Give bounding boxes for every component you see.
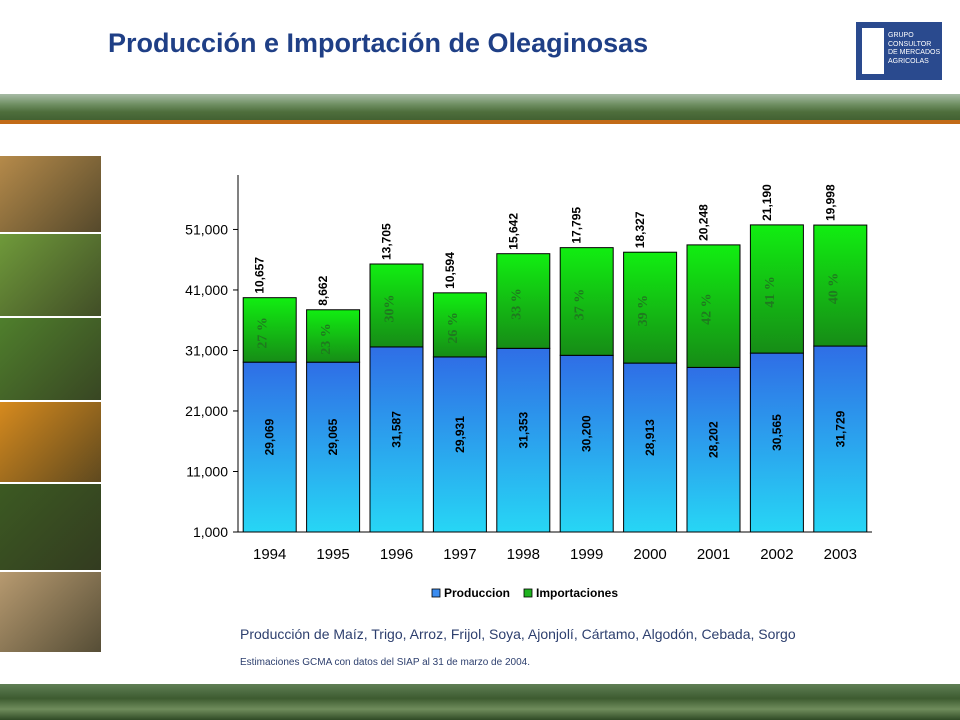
bar-produccion xyxy=(369,346,424,533)
y-tick-label: 41,000 xyxy=(185,282,228,298)
produccion-value-label: 31,353 xyxy=(516,411,530,448)
y-tick-label: 51,000 xyxy=(185,221,228,237)
source-footnote: Estimaciones GCMA con datos del SIAP al … xyxy=(240,657,530,668)
importaciones-value-label: 17,795 xyxy=(570,207,584,244)
banner-divider-line xyxy=(0,120,960,124)
bar-importaciones xyxy=(623,251,678,364)
x-tick-label: 1996 xyxy=(380,546,413,563)
produccion-value-label: 30,565 xyxy=(770,414,784,451)
importaciones-value-label: 18,327 xyxy=(633,211,647,248)
importaciones-value-label: 13,705 xyxy=(380,223,394,260)
bar-importaciones xyxy=(559,247,614,356)
bar-produccion xyxy=(686,366,741,533)
importaciones-value-label: 10,657 xyxy=(253,257,267,294)
field-banner-top xyxy=(0,94,960,124)
logo-line: GRUPO xyxy=(888,32,914,39)
x-tick-label: 1994 xyxy=(253,546,286,563)
bar-importaciones xyxy=(686,244,741,368)
import-share-label: 27 % xyxy=(256,317,271,349)
field-banner-bottom xyxy=(0,684,960,720)
crop-photo-strip xyxy=(0,156,101,652)
logo-line: DE MERCADOS xyxy=(888,49,941,56)
legend-swatch-produccion xyxy=(431,588,441,598)
x-tick-label: 2002 xyxy=(760,546,793,563)
importaciones-value-label: 19,998 xyxy=(823,184,837,221)
importaciones-value-label: 10,594 xyxy=(443,252,457,289)
legend-label-importaciones: Importaciones xyxy=(536,586,618,600)
importaciones-value-label: 15,642 xyxy=(506,213,520,250)
import-share-label: 33 % xyxy=(509,288,524,320)
x-tick-label: 2000 xyxy=(633,546,666,563)
bar-importaciones xyxy=(242,297,297,363)
wheat-photo xyxy=(0,156,101,232)
logo-line: AGRICOLAS xyxy=(888,57,929,65)
bar-produccion xyxy=(306,361,361,533)
produccion-value-label: 28,202 xyxy=(707,421,721,458)
produccion-value-label: 28,913 xyxy=(643,419,657,456)
x-tick-label: 1998 xyxy=(507,546,540,563)
x-tick-label: 1999 xyxy=(570,546,603,563)
bean-pods-photo xyxy=(0,318,101,400)
x-tick-label: 2001 xyxy=(697,546,730,563)
logo-text: GRUPO CONSULTOR DE MERCADOS AGRICOLAS xyxy=(888,32,940,66)
produccion-value-label: 31,587 xyxy=(390,411,404,448)
bar-importaciones xyxy=(813,224,868,347)
import-share-label: 26 % xyxy=(446,312,461,344)
safflower-photo xyxy=(0,402,101,482)
import-share-label: 30% xyxy=(383,294,398,322)
import-share-label: 42 % xyxy=(700,293,715,325)
page-title: Producción e Importación de Oleaginosas xyxy=(108,28,649,58)
produccion-value-label: 29,069 xyxy=(263,418,277,455)
bar-importaciones xyxy=(369,263,424,348)
import-share-label: 23 % xyxy=(319,323,334,355)
stacked-bar-chart: 1,000 11,000 21,000 31,000 41,000 51,000 1994 1… xyxy=(185,175,872,600)
logo-mark-icon xyxy=(862,28,884,74)
produccion-value-label: 31,729 xyxy=(833,410,847,447)
logo-line: CONSULTOR xyxy=(888,40,932,48)
bar-importaciones xyxy=(306,309,361,363)
company-logo: GRUPO CONSULTOR DE MERCADOS AGRICOLAS xyxy=(856,22,942,80)
chart-bars xyxy=(242,224,868,533)
importaciones-value-label: 21,190 xyxy=(760,184,774,221)
bar-importaciones xyxy=(432,292,487,358)
import-share-label: 39 % xyxy=(636,295,651,327)
y-tick-label: 11,000 xyxy=(186,463,228,479)
bar-importaciones xyxy=(496,253,551,349)
bar-produccion xyxy=(242,361,297,533)
bar-produccion xyxy=(749,352,804,533)
importaciones-value-label: 20,248 xyxy=(697,204,711,241)
chart-data-labels: 29,069 10,657 27 % 29,065 8,662 23 % 31,587 13,… xyxy=(253,184,848,458)
chart-legend: Produccion Importaciones xyxy=(431,586,618,600)
bar-produccion xyxy=(559,354,614,533)
bar-produccion xyxy=(432,356,487,533)
chart-axes: 1,000 11,000 21,000 31,000 41,000 51,000 1994 1… xyxy=(185,175,872,563)
import-share-label: 40 % xyxy=(826,273,841,305)
green-plants-photo xyxy=(0,234,101,316)
x-tick-label: 1997 xyxy=(443,546,476,563)
bar-produccion xyxy=(496,347,551,533)
produccion-value-label: 29,931 xyxy=(453,416,467,453)
legend-swatch-importaciones xyxy=(523,588,533,598)
legend-label-produccion: Produccion xyxy=(444,586,510,600)
importaciones-value-label: 8,662 xyxy=(316,275,330,305)
seeds-photo xyxy=(0,572,101,652)
x-tick-label: 2003 xyxy=(824,546,857,563)
y-tick-label: 1,000 xyxy=(193,524,228,540)
crops-footnote: Producción de Maíz, Trigo, Arroz, Frijol… xyxy=(240,626,796,642)
produccion-value-label: 29,065 xyxy=(326,418,340,455)
bar-importaciones xyxy=(749,224,804,354)
produccion-value-label: 30,200 xyxy=(580,415,594,452)
import-share-label: 37 % xyxy=(573,289,588,321)
y-tick-label: 21,000 xyxy=(185,403,228,419)
import-share-label: 41 % xyxy=(763,276,778,308)
x-tick-label: 1995 xyxy=(316,546,349,563)
grass-photo xyxy=(0,484,101,570)
y-tick-label: 31,000 xyxy=(185,342,228,358)
